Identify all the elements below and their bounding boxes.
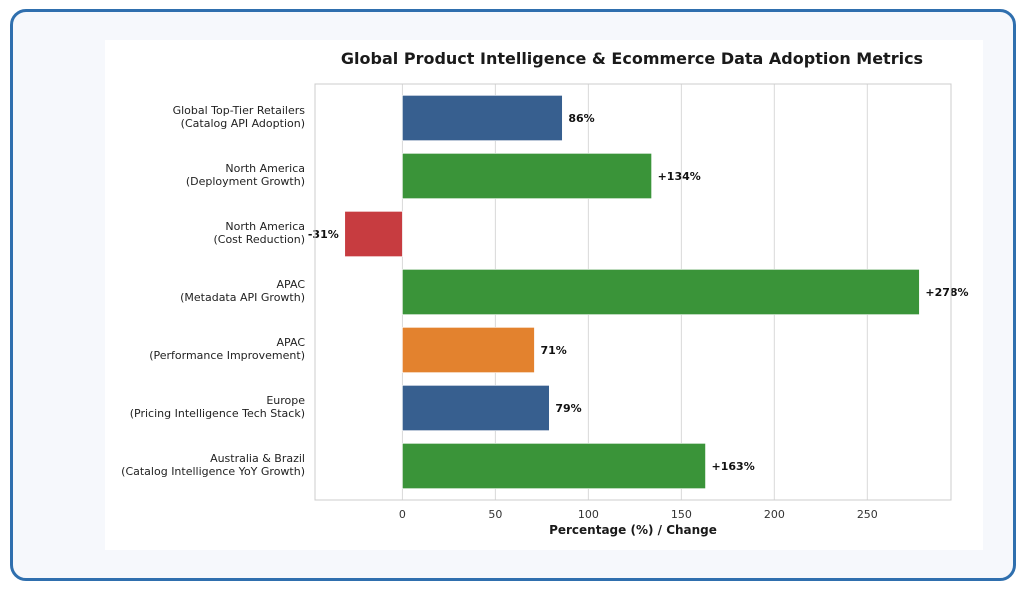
x-axis-label: Percentage (%) / Change: [549, 523, 717, 537]
data-label: +134%: [658, 170, 701, 183]
data-label: 86%: [568, 112, 594, 125]
bar: [402, 269, 920, 315]
data-label: 71%: [540, 344, 566, 357]
bar: [402, 443, 706, 489]
data-label: +278%: [925, 286, 968, 299]
y-tick-label: APAC: [277, 336, 306, 349]
x-tick-label: 200: [764, 508, 785, 521]
x-tick-label: 100: [578, 508, 599, 521]
data-label: 79%: [555, 402, 581, 415]
x-tick-label: 150: [671, 508, 692, 521]
x-tick-label: 50: [488, 508, 502, 521]
plot-frame: [314, 83, 952, 501]
y-tick-label: (Catalog Intelligence YoY Growth): [121, 465, 305, 478]
y-tick-label: Global Top-Tier Retailers: [173, 104, 306, 117]
bar: [402, 385, 550, 431]
y-tick-label: North America: [225, 162, 305, 175]
bar: [344, 211, 403, 257]
bar: [402, 327, 535, 373]
y-tick-label: (Pricing Intelligence Tech Stack): [130, 407, 305, 420]
y-tick-label: (Catalog API Adoption): [181, 117, 305, 130]
data-label: -31%: [308, 228, 339, 241]
y-tick-label: Australia & Brazil: [210, 452, 305, 465]
bar: [402, 95, 563, 141]
y-tick-label: Europe: [266, 394, 305, 407]
y-tick-label: (Cost Reduction): [213, 233, 305, 246]
y-tick-label: (Performance Improvement): [149, 349, 305, 362]
y-tick-label: (Metadata API Growth): [180, 291, 305, 304]
bar: [402, 153, 652, 199]
y-tick-label: (Deployment Growth): [186, 175, 305, 188]
x-tick-label: 0: [399, 508, 406, 521]
chart-title: Global Product Intelligence & Ecommerce …: [341, 49, 923, 68]
data-label: +163%: [712, 460, 755, 473]
y-tick-label: APAC: [277, 278, 306, 291]
y-tick-label: North America: [225, 220, 305, 233]
x-tick-label: 250: [857, 508, 878, 521]
